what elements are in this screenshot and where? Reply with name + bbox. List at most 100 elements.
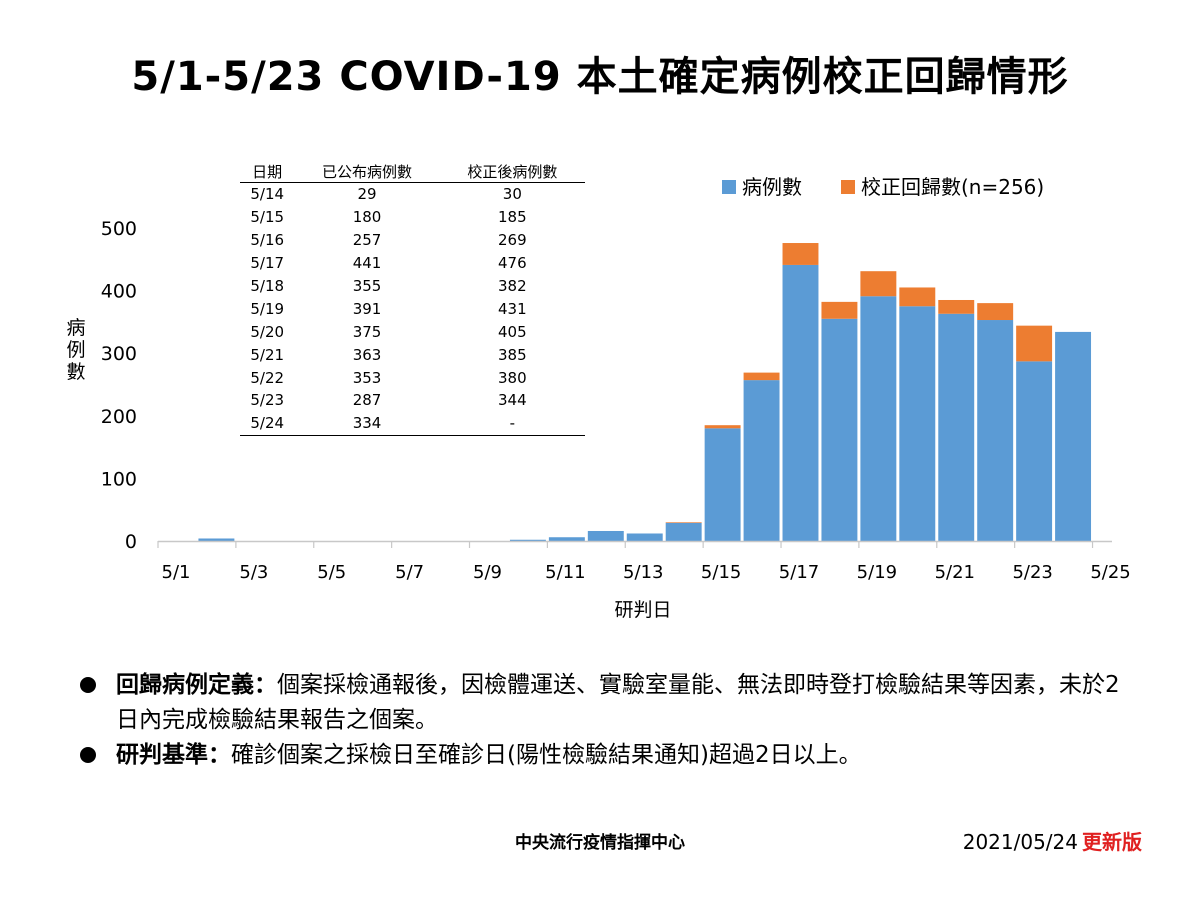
table-cell: 5/24: [240, 411, 295, 436]
y-axis-label-char: 病: [66, 317, 85, 339]
note-criteria: 研判基準：確診個案之採檢日至確診日(陽性檢驗結果通知)超過2日以上。: [80, 738, 1140, 773]
bar-cases: [899, 306, 936, 541]
table-cell: 5/20: [250, 322, 285, 341]
x-tick-label: 5/19: [857, 562, 897, 583]
y-tick-label: 300: [101, 343, 137, 365]
table-cell: 385: [498, 345, 527, 364]
table-row: 5/21 363 385: [240, 343, 585, 366]
x-tick-label: 5/13: [623, 562, 663, 583]
data-table: 日期 已公布病例數 校正後病例數 5/14 29 30 5/15 180 185 5/16 2…: [240, 160, 585, 436]
page-title: 5/1-5/23 COVID-19 本土確定病例校正回歸情形: [131, 54, 1069, 100]
table-cell: 431: [498, 299, 527, 318]
bar-cases: [548, 537, 585, 541]
table-cell: 5/21: [250, 345, 285, 364]
y-tick-label: 500: [101, 218, 137, 240]
note-label: 研判基準：: [116, 742, 231, 768]
table-cell: 185: [498, 208, 527, 227]
table-cell: 257: [352, 231, 382, 250]
table-cell: 382: [498, 277, 527, 295]
x-tick-label: 5/23: [1012, 562, 1052, 583]
x-tick-label: 5/25: [1090, 562, 1130, 583]
bar-cases: [860, 296, 897, 541]
table-row: 5/15 180 185: [240, 206, 585, 229]
note-label: 回歸病例定義：: [116, 672, 277, 698]
bar-series: [198, 243, 1092, 541]
bar-backlog: [665, 522, 702, 523]
bar-backlog: [821, 301, 858, 319]
y-tick-label: 100: [101, 468, 137, 490]
y-axis: 0 100 200 300 400 500: [101, 218, 137, 553]
table-cell: 5/18: [250, 277, 285, 295]
table-cell: 5/16: [250, 231, 285, 250]
bar-cases: [821, 318, 858, 541]
table-cell: 391: [352, 299, 382, 318]
table-cell: 476: [498, 254, 527, 273]
y-tick-label: 200: [101, 406, 137, 428]
legend-label: 病例數: [742, 175, 802, 199]
bar-backlog: [782, 243, 819, 265]
x-axis-label: 研判日: [614, 599, 671, 621]
table-body: 5/14 29 30 5/15 180 185 5/16 257 269 5/17 441 476 5/…: [240, 183, 585, 436]
bar-backlog: [899, 287, 936, 307]
table-header-row: 日期 已公布病例數 校正後病例數: [240, 160, 585, 183]
table-row: 5/23 287 344: [240, 389, 585, 412]
table-cell: 5/22: [250, 368, 285, 387]
bar-cases: [509, 539, 546, 541]
note-text: 個案採檢通報後，因檢體運送、實驗室量能、無法即時登打檢驗結果等因素，未於2日內完…: [116, 672, 1120, 733]
bullet-icon: [80, 677, 96, 693]
table-cell: 30: [502, 185, 522, 204]
table-cell: 5/19: [250, 299, 285, 318]
table-cell: 380: [498, 368, 527, 387]
legend-label: 校正回歸數(n=256): [861, 175, 1044, 199]
x-tick-label: 5/11: [545, 562, 585, 583]
table-row: 5/18 355 382: [240, 275, 585, 298]
x-tick-label: 5/5: [317, 562, 346, 583]
table-cell: 5/14: [250, 185, 285, 204]
y-axis-label-char: 數: [66, 361, 85, 383]
footer-updated: 更新版: [1082, 830, 1142, 854]
table-row: 5/16 257 269: [240, 229, 585, 252]
table-cell: 5/15: [250, 208, 285, 227]
table-cell: 5/23: [250, 391, 285, 410]
bar-cases: [782, 264, 819, 541]
table-cell: 180: [352, 208, 382, 227]
x-tick-label: 5/17: [779, 562, 819, 583]
table-cell: 334: [294, 411, 440, 436]
y-tick-label: 400: [101, 281, 137, 303]
bar-backlog: [938, 299, 975, 314]
bar-cases: [977, 320, 1014, 541]
table-row: 5/14 29 30: [240, 183, 585, 206]
notes: 回歸病例定義：個案採檢通報後，因檢體運送、實驗室量能、無法即時登打檢驗結果等因素…: [80, 668, 1140, 773]
legend-swatch-cases: [722, 180, 736, 194]
table-cell: 29: [357, 185, 377, 204]
table-header: 日期: [240, 160, 295, 183]
table-row: 5/17 441 476: [240, 252, 585, 275]
bar-cases: [1016, 361, 1053, 541]
table-cell: 353: [352, 368, 382, 387]
table-cell: 405: [498, 322, 527, 341]
bar-cases: [704, 428, 741, 541]
note-text: 確診個案之採檢日至確診日(陽性檢驗結果通知)超過2日以上。: [231, 742, 862, 768]
bar-cases: [198, 538, 235, 541]
bar-backlog: [704, 425, 741, 429]
bullet-icon: [80, 747, 96, 763]
footer-date-text: 2021/05/24: [962, 830, 1078, 854]
legend: 病例數 校正回歸數(n=256): [722, 175, 1044, 199]
table-cell: 269: [498, 231, 527, 250]
y-axis-label-char: 例: [66, 339, 85, 361]
note-definition: 回歸病例定義：個案採檢通報後，因檢體運送、實驗室量能、無法即時登打檢驗結果等因素…: [80, 668, 1140, 738]
bar-cases: [743, 380, 780, 541]
table-row: 5/24 334-: [240, 411, 585, 436]
table-row: 5/20 375 405: [240, 320, 585, 343]
x-axis: 5/1 5/3 5/5 5/7 5/9 5/11 5/13 5/15 5/17 5/19 5/21 5…: [157, 541, 1131, 583]
table-cell: 355: [352, 277, 382, 295]
bar-backlog: [860, 271, 897, 297]
table-row: 5/22 353 380: [240, 366, 585, 389]
bar-cases: [587, 530, 624, 541]
table-cell: 344: [498, 391, 527, 410]
x-tick-label: 5/1: [162, 562, 191, 583]
y-tick-label: 0: [125, 531, 137, 553]
table-cell: -: [439, 411, 585, 436]
table-cell: 441: [352, 254, 382, 273]
bar-cases: [665, 522, 702, 541]
